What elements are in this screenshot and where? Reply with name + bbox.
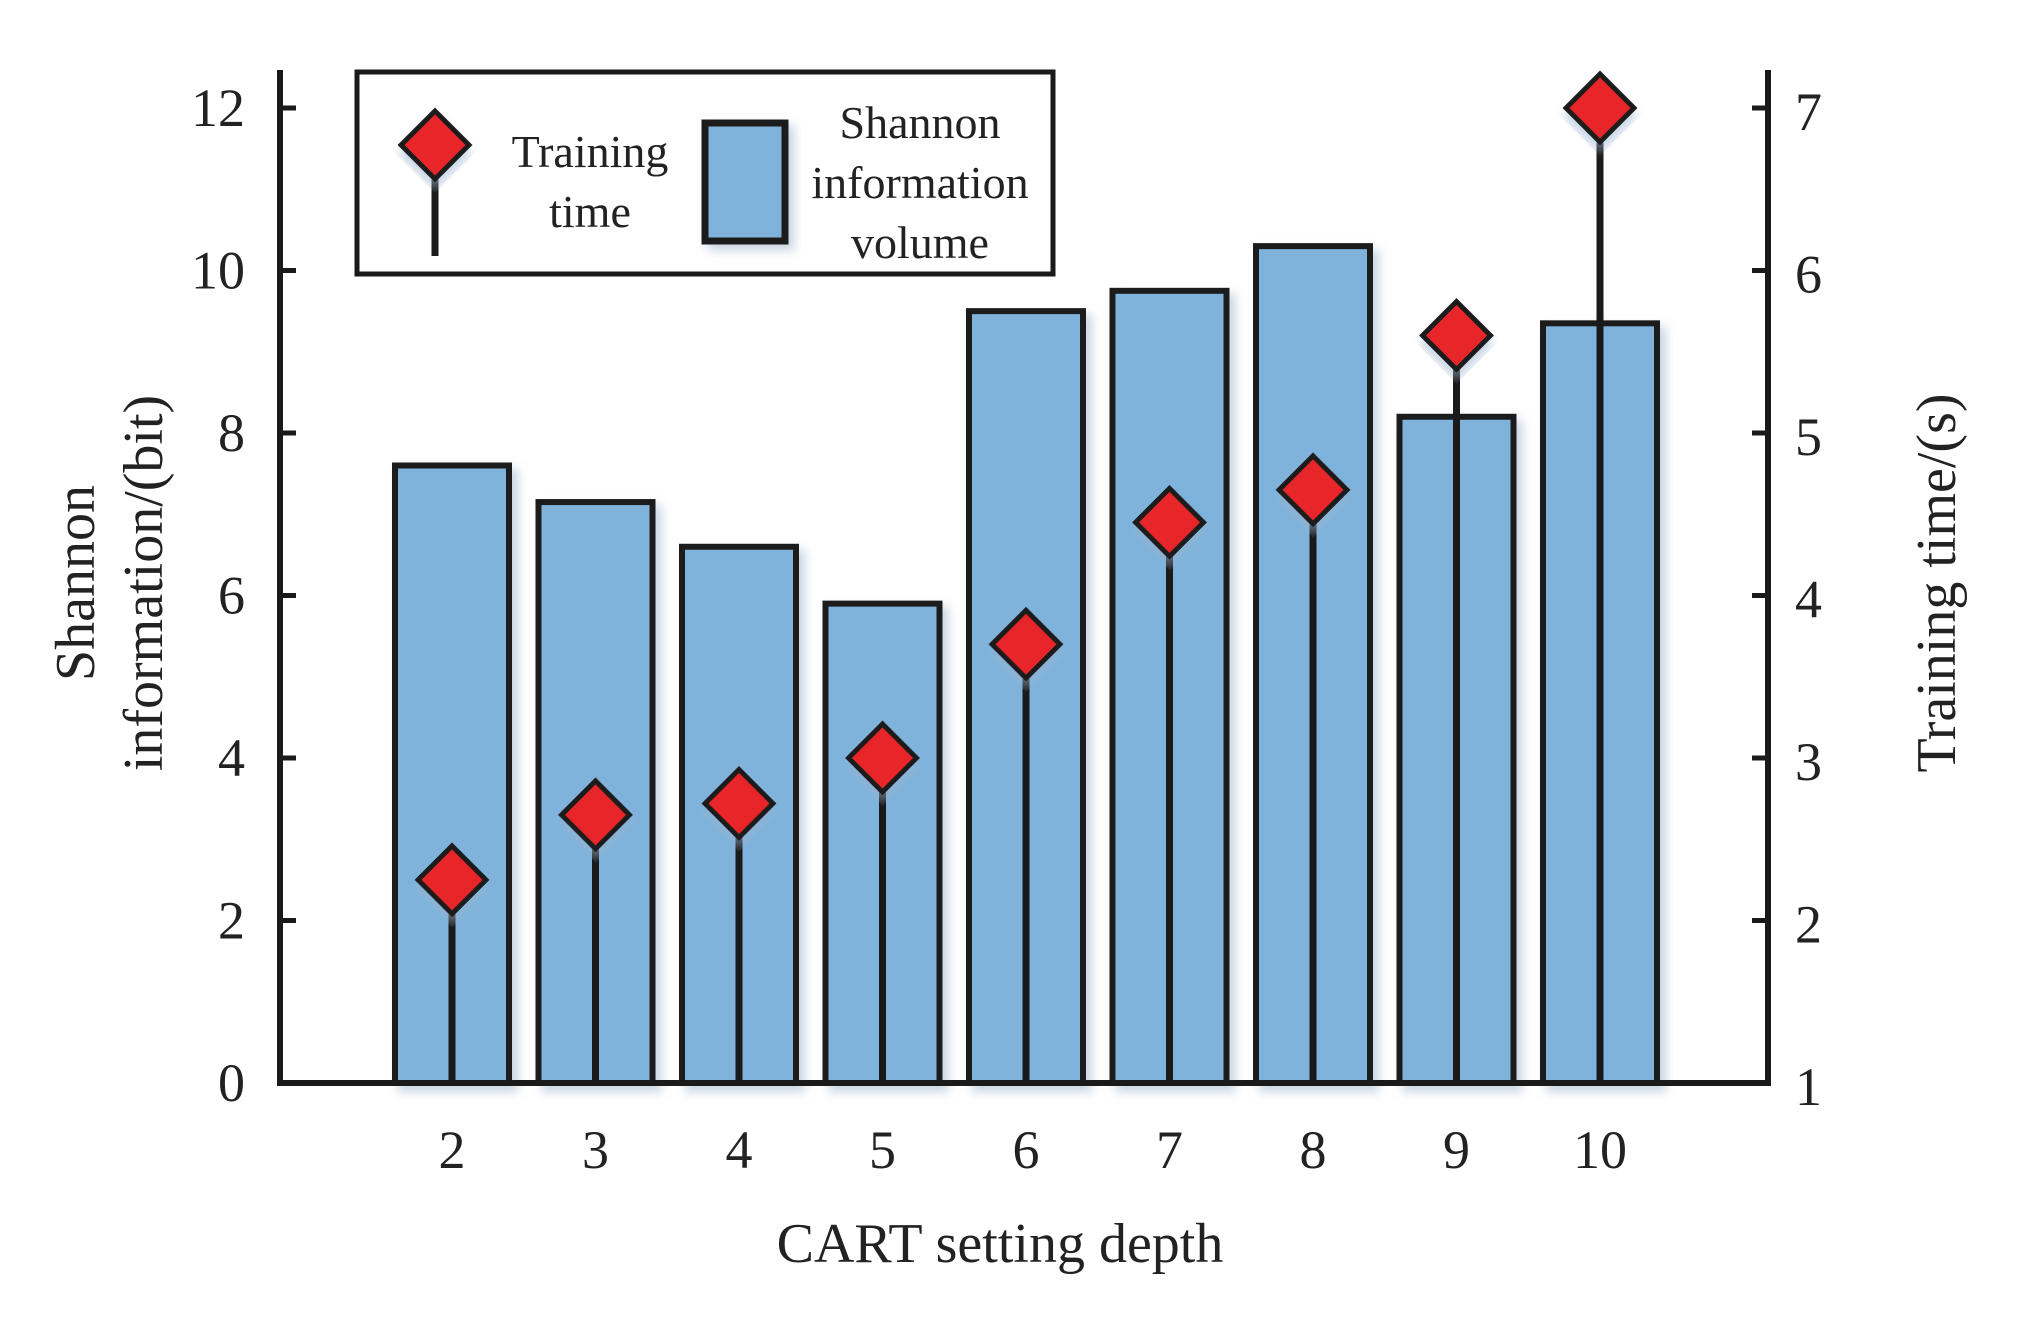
legend-stem-label-line2: time — [549, 186, 631, 237]
x-tick-label-4: 4 — [726, 1120, 753, 1180]
y-axis-right-title: Training time/(s) — [1906, 393, 1968, 772]
stem-marker-depth-2 — [414, 842, 490, 918]
x-tick-label-9: 9 — [1443, 1120, 1470, 1180]
y-right-tick-label-3: 3 — [1795, 732, 1822, 792]
y-axis-left-title-line1: Shannon — [45, 485, 107, 681]
legend-stem-label-line1: Training — [512, 126, 669, 177]
y-right-tick-label-1: 1 — [1795, 1057, 1822, 1117]
legend: Training time Shannon information volume — [354, 69, 1056, 277]
stem-marker-depth-3 — [558, 777, 633, 853]
bars-layer — [392, 243, 1660, 1086]
y-right-tick-label-4: 4 — [1795, 570, 1822, 630]
legend-bar-swatch — [701, 119, 789, 245]
stems-layer — [414, 70, 1638, 1083]
legend-bar-label-line1: Shannon — [840, 97, 1001, 148]
x-tick-label-8: 8 — [1300, 1120, 1327, 1180]
y-left-tick-label-8: 8 — [218, 403, 245, 463]
legend-stem-marker — [397, 107, 473, 183]
x-tick-label-3: 3 — [582, 1120, 609, 1180]
x-tick-label-7: 7 — [1156, 1120, 1183, 1180]
y-left-tick-label-0: 0 — [218, 1053, 245, 1113]
stem-marker-depth-10 — [1562, 70, 1638, 146]
y-left-tick-label-12: 12 — [191, 78, 245, 138]
stem-marker-depth-5 — [845, 720, 920, 796]
legend-bar-label-line2: information — [811, 157, 1028, 208]
stem-marker-depth-7 — [1132, 484, 1207, 560]
axes-layer — [277, 70, 1771, 1086]
legend-bar-label-line3: volume — [851, 217, 989, 268]
x-tick-label-6: 6 — [1013, 1120, 1040, 1180]
y-left-tick-label-2: 2 — [218, 891, 245, 951]
y-right-tick-label-5: 5 — [1795, 407, 1822, 467]
stem-marker-depth-8 — [1275, 452, 1351, 528]
stem-marker-depth-9 — [1419, 298, 1494, 373]
y-right-tick-label-2: 2 — [1795, 895, 1822, 955]
y-right-tick-label-6: 6 — [1795, 245, 1822, 305]
y-left-tick-label-6: 6 — [218, 566, 245, 626]
stem-marker-depth-4 — [701, 766, 777, 841]
y-axis-left-title-line2: information/(bit) — [113, 395, 175, 771]
stem-marker-depth-6 — [988, 606, 1064, 682]
x-tick-label-2: 2 — [439, 1120, 466, 1180]
x-tick-label-10: 10 — [1573, 1120, 1627, 1180]
x-tick-label-5: 5 — [869, 1120, 896, 1180]
y-left-tick-label-4: 4 — [218, 728, 245, 788]
y-left-tick-label-10: 10 — [191, 241, 245, 301]
y-right-tick-label-7: 7 — [1795, 82, 1822, 142]
x-axis-title: CART setting depth — [777, 1213, 1224, 1275]
